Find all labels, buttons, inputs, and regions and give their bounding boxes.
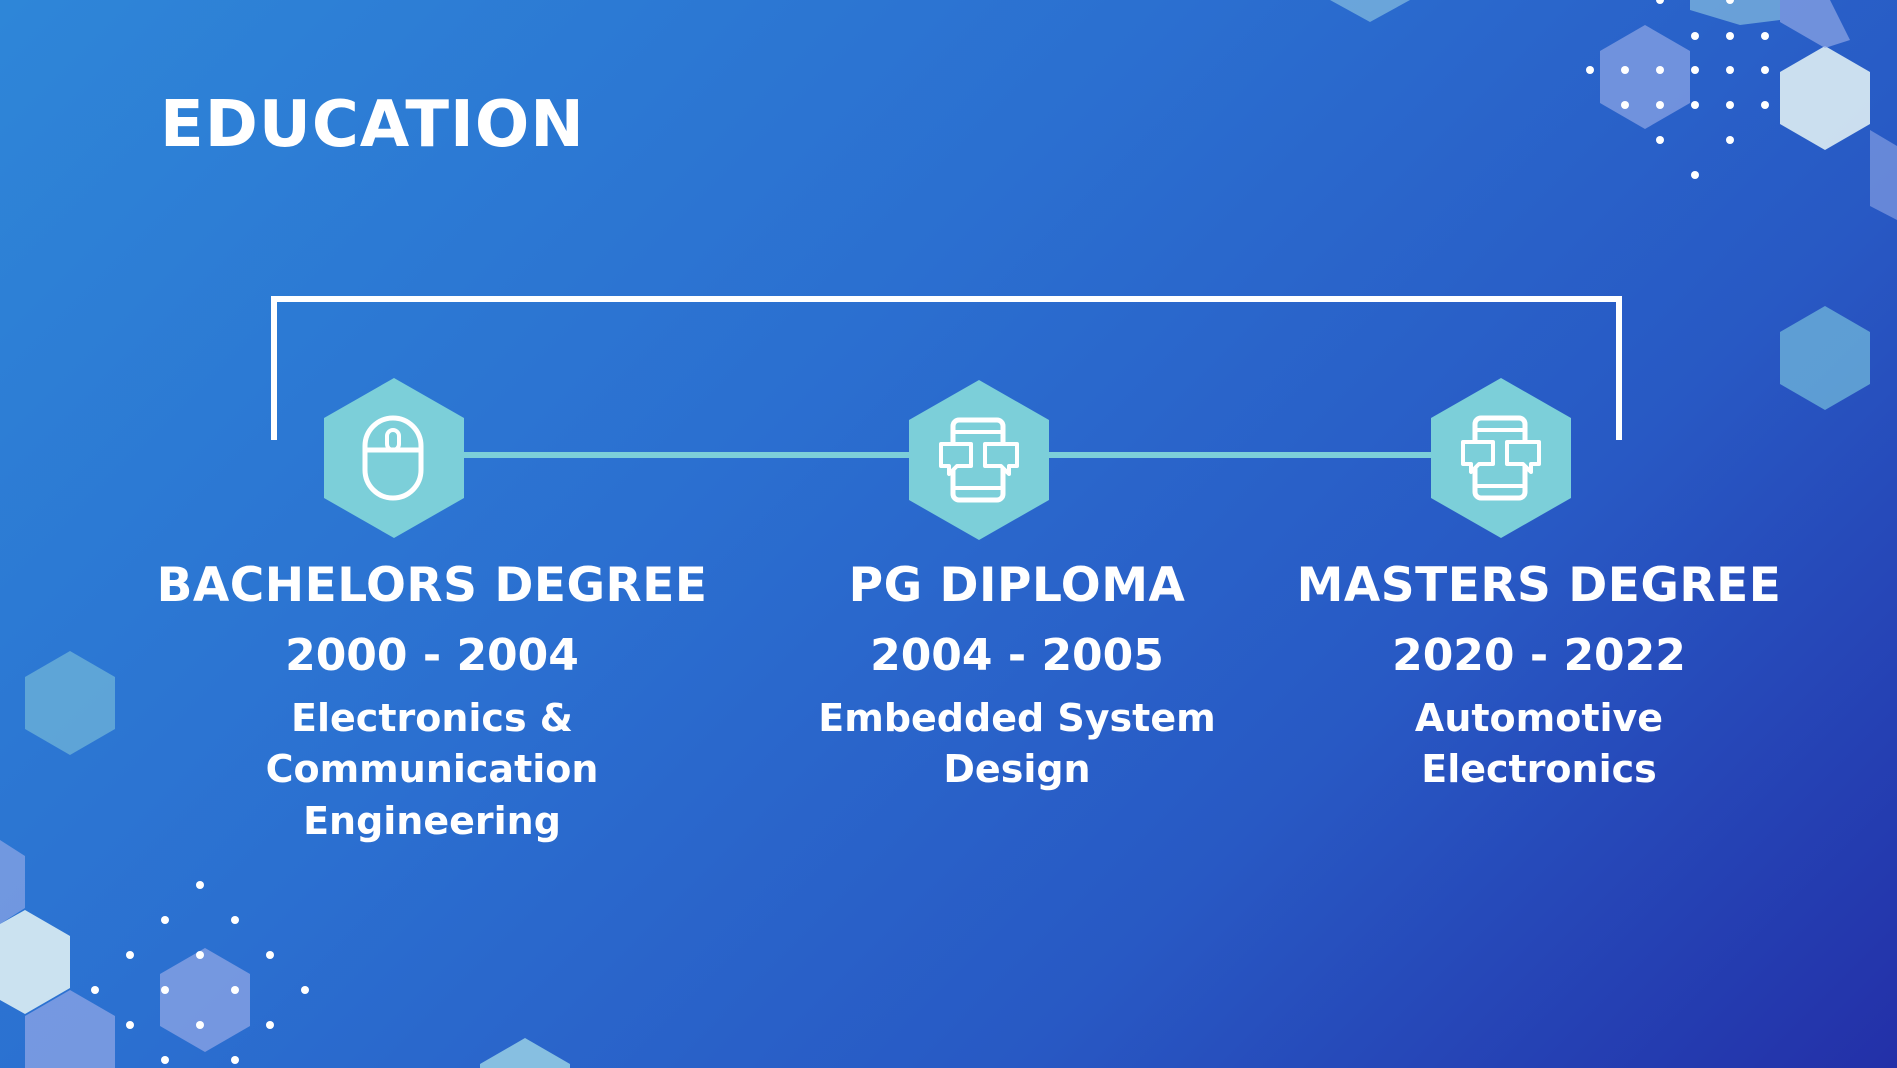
education-item-bachelors: BACHELORS DEGREE 2000 - 2004 Electronics… xyxy=(122,558,742,847)
degree-title: MASTERS DEGREE xyxy=(1296,558,1782,613)
timeline-node-masters xyxy=(1431,378,1571,538)
timeline-node-pg-diploma xyxy=(909,380,1049,540)
degree-years: 2000 - 2004 xyxy=(285,630,579,682)
degree-years: 2004 - 2005 xyxy=(870,630,1164,682)
page-title: EDUCATION xyxy=(160,88,585,162)
education-item-masters: MASTERS DEGREE 2020 - 2022 Automotive El… xyxy=(1229,558,1849,796)
degree-title: BACHELORS DEGREE xyxy=(156,558,708,613)
degree-field: Embedded System Design xyxy=(818,696,1216,792)
timeline-connector xyxy=(1040,452,1440,458)
computer-mouse-icon xyxy=(324,378,464,538)
degree-field: Automotive Electronics xyxy=(1414,696,1664,792)
phone-chat-icon xyxy=(1431,378,1571,538)
timeline-node-bachelors xyxy=(324,378,464,538)
degree-title: PG DIPLOMA xyxy=(848,558,1186,613)
degree-years: 2020 - 2022 xyxy=(1392,630,1686,682)
phone-chat-icon xyxy=(909,380,1049,540)
degree-field: Electronics & Communication Engineering xyxy=(265,696,599,843)
timeline-bracket xyxy=(271,296,1622,440)
education-item-pg-diploma: PG DIPLOMA 2004 - 2005 Embedded System D… xyxy=(707,558,1327,796)
timeline-connector xyxy=(455,452,915,458)
